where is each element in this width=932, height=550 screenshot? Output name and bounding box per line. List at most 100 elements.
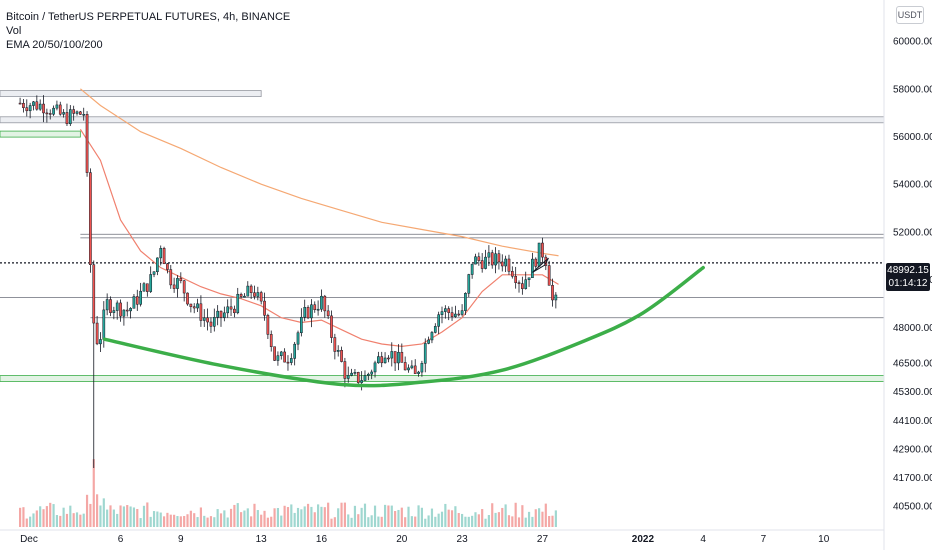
triangle-pattern xyxy=(532,257,549,273)
y-tick-label-0: 60000.00 xyxy=(893,37,932,48)
volume-bar-9 xyxy=(49,502,52,527)
candle-body-75 xyxy=(269,334,273,347)
volume-bar-135 xyxy=(471,515,474,527)
candle-body-14 xyxy=(65,112,69,125)
candle-body-2 xyxy=(25,107,29,112)
candle-body-80 xyxy=(286,361,290,364)
volume-bar-131 xyxy=(457,512,460,527)
candle-body-37 xyxy=(142,283,146,292)
support-zone-2 xyxy=(0,130,81,138)
candle-body-61 xyxy=(223,312,226,318)
candle-body-65 xyxy=(236,293,240,314)
candle-body-127 xyxy=(444,308,447,312)
volume-bar-64 xyxy=(233,504,236,527)
candle-body-33 xyxy=(129,308,132,312)
x-tick-label-6: 23 xyxy=(457,534,469,545)
candle-body-99 xyxy=(350,372,353,376)
candle-body-43 xyxy=(162,248,166,265)
candle-body-156 xyxy=(541,242,544,258)
volume-indicator-label[interactable]: Vol xyxy=(6,25,22,37)
candle-body-67 xyxy=(243,295,246,298)
volume-bar-119 xyxy=(417,505,420,527)
volume-bar-129 xyxy=(450,510,454,527)
volume-bar-42 xyxy=(159,512,162,527)
candle-body-44 xyxy=(166,263,169,270)
candle-body-58 xyxy=(212,317,216,327)
candle-body-141 xyxy=(490,252,494,266)
volume-bar-32 xyxy=(126,505,129,527)
volume-bar-111 xyxy=(390,505,393,527)
candle-body-126 xyxy=(440,311,444,315)
volume-bar-6 xyxy=(39,506,42,527)
volume-bar-15 xyxy=(69,505,72,527)
volume-bar-84 xyxy=(300,509,303,527)
candle-body-123 xyxy=(430,332,434,341)
candle-body-63 xyxy=(229,306,233,310)
ema-indicator-label[interactable]: EMA 20/50/100/200 xyxy=(6,39,103,51)
candle-body-76 xyxy=(273,346,276,361)
volume-bar-18 xyxy=(79,514,82,527)
candle-body-35 xyxy=(135,296,139,305)
candle-body-47 xyxy=(176,278,179,289)
volume-bar-65 xyxy=(236,503,239,527)
volume-bar-143 xyxy=(497,512,501,527)
volume-bar-73 xyxy=(263,510,266,527)
candle-body-130 xyxy=(454,313,457,317)
volume-bar-52 xyxy=(193,513,196,527)
x-tick-label-7: 27 xyxy=(537,534,549,545)
volume-bar-85 xyxy=(303,506,306,527)
volume-bar-87 xyxy=(310,506,313,527)
volume-bar-68 xyxy=(246,508,249,527)
volume-bar-142 xyxy=(494,512,497,527)
candle-body-124 xyxy=(433,326,437,333)
candle-body-103 xyxy=(363,375,367,381)
annotations xyxy=(102,257,705,388)
candle-body-101 xyxy=(356,372,360,383)
candle-body-68 xyxy=(246,285,250,297)
candle-body-128 xyxy=(447,308,451,313)
candle-body-64 xyxy=(233,308,236,314)
candle-body-148 xyxy=(514,276,518,283)
candle-body-81 xyxy=(289,358,293,363)
candle-body-55 xyxy=(202,317,206,321)
candle-body-104 xyxy=(366,373,370,376)
candle-body-31 xyxy=(122,309,126,317)
currency-unit-button[interactable]: USDT xyxy=(896,6,924,24)
candle-body-120 xyxy=(420,363,424,373)
volume-bar-53 xyxy=(196,517,199,527)
level-zone-0 xyxy=(0,90,262,97)
x-tick-label-4: 16 xyxy=(316,534,328,545)
volume-bar-107 xyxy=(377,516,380,527)
volume-bar-43 xyxy=(162,516,166,527)
candle-body-84 xyxy=(300,316,303,334)
last-price: 48992.15 xyxy=(887,265,929,276)
volume-bar-124 xyxy=(434,516,437,527)
volume-bar-34 xyxy=(132,507,136,527)
candle-body-155 xyxy=(537,242,541,267)
candle-body-59 xyxy=(216,310,219,318)
volume-bar-99 xyxy=(350,517,353,527)
candle-body-159 xyxy=(551,285,554,301)
x-tick-label-0: Dec xyxy=(20,534,38,545)
candle-body-140 xyxy=(487,252,491,258)
volume-bar-56 xyxy=(206,517,209,527)
candle-body-22 xyxy=(92,264,96,324)
x-tick-label-8: 2022 xyxy=(632,534,655,545)
volume-bar-78 xyxy=(280,515,283,527)
ema-lines xyxy=(79,88,559,347)
volume-bar-75 xyxy=(270,516,273,527)
x-tick-label-5: 20 xyxy=(396,534,408,545)
volume-bar-126 xyxy=(440,511,444,527)
y-tick-label-1: 58000.00 xyxy=(893,84,932,95)
volume-bar-151 xyxy=(524,517,527,527)
candle-body-23 xyxy=(95,322,99,345)
volume-bar-141 xyxy=(491,503,494,527)
volume-bar-69 xyxy=(250,516,253,527)
cup-curve xyxy=(102,265,705,388)
volume-bar-144 xyxy=(501,507,504,527)
candle-body-6 xyxy=(38,103,42,110)
volume-bar-76 xyxy=(273,508,276,527)
volume-bar-20 xyxy=(85,494,89,527)
volume-bar-160 xyxy=(554,510,557,527)
